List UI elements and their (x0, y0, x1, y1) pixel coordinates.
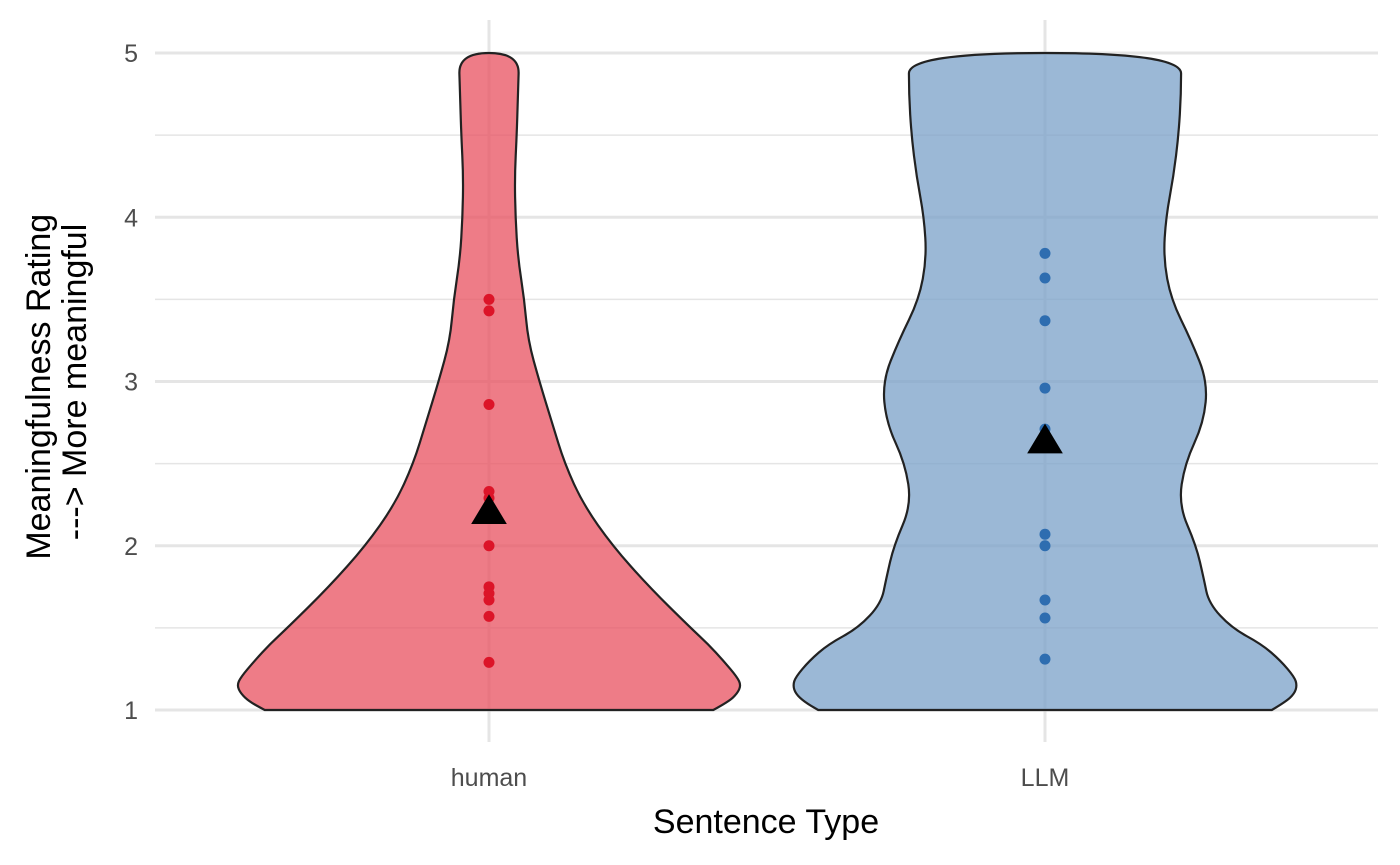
x-tick-label-llm: LLM (1021, 764, 1070, 792)
data-point-human (483, 398, 495, 410)
data-point-llm (1039, 528, 1051, 540)
y-tick-label: 4 (124, 204, 138, 232)
x-axis-title: Sentence Type (653, 803, 879, 841)
y-tick-label: 1 (124, 697, 138, 725)
data-point-llm (1039, 247, 1051, 259)
violin-llm (792, 51, 1298, 712)
data-point-human (483, 540, 495, 552)
data-point-human (483, 305, 495, 317)
y-tick-label: 5 (124, 40, 138, 68)
y-axis-title: Meaningfulness Rating ---> More meaningf… (20, 204, 94, 559)
y-axis-title-line-2: ---> More meaningful (56, 224, 94, 541)
y-tick-label: 3 (124, 369, 138, 397)
mean-marker-human (471, 494, 507, 525)
y-tick-labels: 1 2 3 4 5 (124, 40, 138, 725)
data-point-human (483, 594, 495, 606)
data-point-llm (1039, 594, 1051, 606)
violin-human (236, 51, 742, 712)
data-point-human (483, 656, 495, 668)
data-point-llm (1039, 540, 1051, 552)
means-layer (471, 423, 1063, 525)
x-tick-label-human: human (451, 764, 527, 792)
data-point-llm (1039, 315, 1051, 327)
y-tick-label: 2 (124, 533, 138, 561)
mean-marker-llm (1027, 423, 1063, 454)
data-point-llm (1039, 653, 1051, 665)
data-point-human (483, 293, 495, 305)
data-point-llm (1039, 382, 1051, 394)
data-point-human (483, 610, 495, 622)
data-point-llm (1039, 272, 1051, 284)
violins-layer (236, 51, 1298, 712)
x-tick-labels: human LLM (451, 764, 1070, 792)
y-axis-title-line-1: Meaningfulness Rating (20, 214, 58, 560)
points-layer (483, 247, 1051, 668)
data-point-llm (1039, 612, 1051, 624)
